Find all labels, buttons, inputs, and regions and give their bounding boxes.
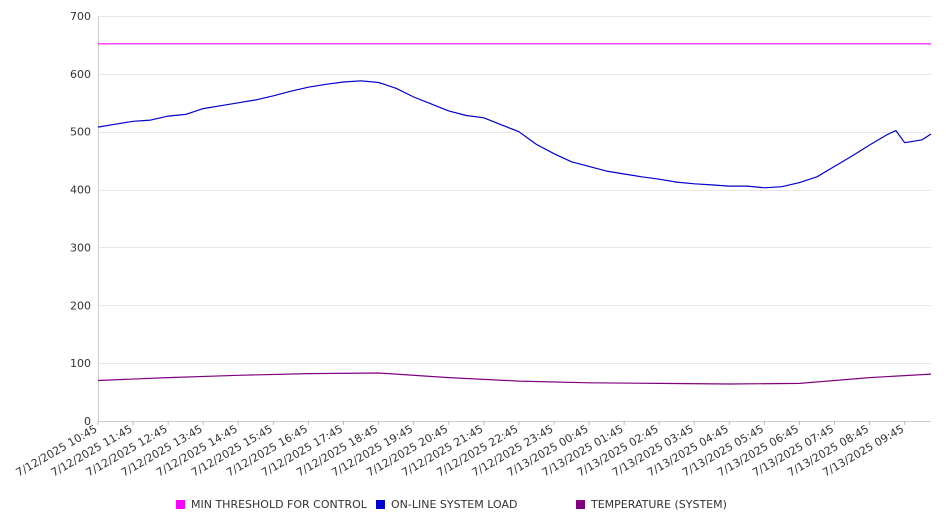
line-chart: 0 100 200 300 400 500 600 700 7/12/2025 10:457/… [14, 10, 932, 479]
y-tick-label: 500 [70, 126, 91, 139]
y-tick-label: 100 [70, 357, 91, 370]
legend-label: ON-LINE SYSTEM LOAD [391, 498, 518, 511]
legend-swatch [376, 500, 385, 509]
legend: MIN THRESHOLD FOR CONTROL ON-LINE SYSTEM… [0, 498, 946, 514]
y-tick-label: 0 [84, 415, 91, 428]
series-lines [97, 43, 932, 385]
legend-swatch [176, 500, 185, 509]
legend-item-system-load[interactable]: ON-LINE SYSTEM LOAD [376, 498, 517, 511]
y-tick-label: 300 [70, 241, 91, 254]
legend-item-min-threshold[interactable]: MIN THRESHOLD FOR CONTROL [176, 498, 367, 511]
series-line-temperature-system [97, 372, 932, 385]
y-axis-ticks: 0 100 200 300 400 500 600 700 [70, 10, 91, 428]
y-tick-label: 200 [70, 299, 91, 312]
legend-label: TEMPERATURE (SYSTEM) [591, 498, 727, 511]
grid-lines [98, 16, 931, 364]
legend-label: MIN THRESHOLD FOR CONTROL [191, 498, 367, 511]
legend-item-temperature[interactable]: TEMPERATURE (SYSTEM) [576, 498, 727, 511]
y-tick-label: 600 [70, 68, 91, 81]
series-line-on-line-system-load [97, 80, 932, 189]
legend-swatch [576, 500, 585, 509]
y-tick-label: 700 [70, 10, 91, 23]
x-axis-ticks: 7/12/2025 10:457/12/2025 11:457/12/2025 … [14, 421, 906, 479]
y-tick-label: 400 [70, 184, 91, 197]
